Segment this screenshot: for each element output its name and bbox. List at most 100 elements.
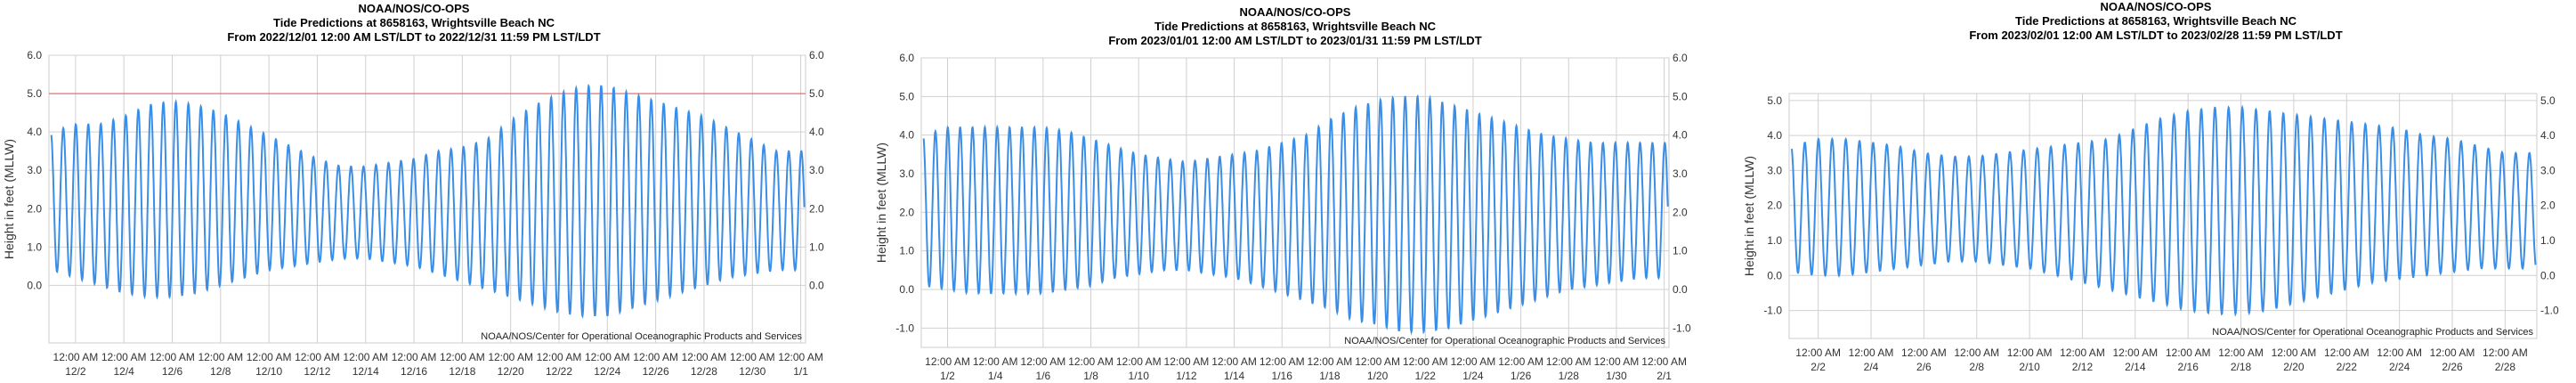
x-tick-label-date: 12/28 [691, 365, 717, 378]
x-tick-label-date: 12/2 [65, 365, 86, 378]
y-tick-label-left: 0.0 [27, 279, 42, 291]
x-tick-label-time: 12:00 AM [392, 351, 437, 363]
chart-title-agency: NOAA/NOS/CO-OPS [358, 2, 470, 15]
x-tick-label-time: 12:00 AM [2377, 346, 2422, 359]
x-tick-label-date: 12/22 [546, 365, 572, 378]
tide-chart-january: 6.0 6.0 5.0 5.0 4.0 4.0 3.0 3.0 2.0 2.0 1.0 1.0 0.0 0… [874, 52, 1691, 382]
x-tick-label-date: 2/26 [2442, 361, 2463, 373]
y-tick-label-left: 3.0 [1767, 164, 1782, 176]
y-tick-label-right: 5.0 [809, 87, 824, 100]
y-tick-label-left: -1.0 [1763, 305, 1782, 317]
x-tick-label-date: 12/20 [498, 365, 524, 378]
y-tick-label-left: 5.0 [27, 87, 42, 100]
y-tick-label-left: 1.0 [1767, 234, 1782, 247]
x-tick-label-date: 2/4 [1864, 361, 1879, 373]
x-tick-label-time: 12:00 AM [730, 351, 775, 363]
x-tick-label-date: 1/4 [988, 370, 1003, 382]
x-tick-label-date: 1/14 [1224, 370, 1245, 382]
x-tick-label-time: 12:00 AM [973, 355, 1018, 368]
tide-prediction-line [1791, 104, 2537, 317]
chart-title-range: From 2023/02/01 12:00 AM LST/LDT to 2023… [1969, 29, 2343, 42]
x-tick-label-time: 12:00 AM [2007, 346, 2053, 359]
x-tick-label-date: 1/8 [1083, 370, 1098, 382]
x-tick-label-date: 12/14 [352, 365, 379, 378]
y-tick-label-right: 1.0 [809, 240, 824, 253]
y-tick-label-left: 5.0 [1767, 94, 1782, 107]
chart-title-station: Tide Predictions at 8658163, Wrightsvill… [273, 16, 555, 29]
x-tick-label-date: 2/24 [2389, 361, 2410, 373]
x-tick-label-time: 12:00 AM [1849, 346, 1894, 359]
x-tick-label-time: 12:00 AM [1308, 355, 1353, 368]
x-tick-label-time: 12:00 AM [537, 351, 582, 363]
x-tick-label-time: 12:00 AM [2112, 346, 2158, 359]
tide-chart-panel-january: NOAA/NOS/CO-OPS Tide Predictions at 8658… [872, 0, 1718, 383]
y-tick-label-left: 4.0 [899, 129, 914, 142]
x-tick-label-time: 12:00 AM [925, 355, 970, 368]
y-tick-label-left: 2.0 [27, 202, 42, 215]
x-tick-label-time: 12:00 AM [1594, 355, 1640, 368]
x-tick-label-date: 2/12 [2072, 361, 2094, 373]
x-tick-label-date: 1/20 [1367, 370, 1389, 382]
y-tick-label-left: 3.0 [27, 164, 42, 176]
x-tick-label-time: 12:00 AM [2272, 346, 2317, 359]
x-tick-label-date: 2/14 [2125, 361, 2146, 373]
chart-title-range: From 2023/01/01 12:00 AM LST/LDT to 2023… [1108, 34, 1482, 47]
chart-title-agency: NOAA/NOS/CO-OPS [1239, 5, 1351, 19]
x-tick-label-time: 12:00 AM [1498, 355, 1543, 368]
chart-title-station: Tide Predictions at 8658163, Wrightsvill… [2015, 14, 2297, 28]
x-tick-label-time: 12:00 AM [150, 351, 195, 363]
y-tick-label-right: 2.0 [809, 202, 824, 215]
x-tick-label-date: 2/10 [2019, 361, 2040, 373]
x-tick-label-time: 12:00 AM [53, 351, 99, 363]
tide-prediction-line [922, 94, 1669, 336]
y-tick-label-left: 2.0 [1767, 200, 1782, 212]
y-tick-label-left: 3.0 [899, 167, 914, 180]
x-tick-label-time: 12:00 AM [1260, 355, 1305, 368]
y-tick-label-right: 6.0 [1673, 52, 1688, 64]
y-tick-label-right: 4.0 [2540, 129, 2556, 142]
chart-title-station: Tide Predictions at 8658163, Wrightsvill… [1154, 20, 1436, 33]
y-tick-label-right: 0.0 [1673, 283, 1688, 296]
x-tick-label-date: 2/22 [2337, 361, 2358, 373]
tide-chart-panel-december: NOAA/NOS/CO-OPS Tide Predictions at 8658… [0, 0, 828, 383]
y-tick-label-left: 4.0 [1767, 129, 1782, 142]
x-tick-label-date: 12/26 [643, 365, 669, 378]
footer-credit: NOAA/NOS/Center for Operational Oceanogr… [481, 331, 802, 342]
x-tick-label-time: 12:00 AM [343, 351, 388, 363]
x-tick-label-time: 12:00 AM [2483, 346, 2528, 359]
y-tick-label-right: 5.0 [2540, 94, 2556, 107]
y-tick-label-left: 0.0 [899, 283, 914, 296]
x-tick-label-date: 1/16 [1272, 370, 1293, 382]
x-tick-label-date: 12/12 [304, 365, 330, 378]
chart-title-agency: NOAA/NOS/CO-OPS [2100, 0, 2212, 13]
x-tick-label-date: 1/6 [1036, 370, 1051, 382]
y-tick-label-left: 5.0 [899, 90, 914, 102]
y-tick-label-left: 4.0 [27, 126, 42, 138]
x-tick-label-date: 2/8 [1969, 361, 1984, 373]
x-tick-label-time: 12:00 AM [1641, 355, 1687, 368]
chart-title-range: From 2022/12/01 12:00 AM LST/LDT to 2022… [227, 30, 601, 44]
x-tick-label-time: 12:00 AM [2218, 346, 2264, 359]
x-tick-label-date: 1/1 [793, 365, 808, 378]
tide-chart-february: 5.0 5.0 4.0 4.0 3.0 3.0 2.0 2.0 1.0 1.0 0.0 0.0 -1.0… [1742, 93, 2559, 373]
x-tick-label-time: 12:00 AM [682, 351, 727, 363]
x-tick-label-date: 2/18 [2231, 361, 2252, 373]
x-tick-label-time: 12:00 AM [633, 351, 678, 363]
x-tick-label-time: 12:00 AM [1451, 355, 1496, 368]
footer-credit: NOAA/NOS/Center for Operational Oceanogr… [2212, 327, 2533, 338]
x-tick-label-date: 2/6 [1916, 361, 1932, 373]
y-tick-label-right: 1.0 [2540, 234, 2556, 247]
x-tick-label-time: 12:00 AM [1795, 346, 1841, 359]
x-tick-label-date: 2/28 [2495, 361, 2516, 373]
y-tick-label-right: 4.0 [1673, 129, 1688, 142]
x-tick-label-time: 12:00 AM [101, 351, 147, 363]
y-tick-label-right: 4.0 [809, 126, 824, 138]
y-tick-label-right: 1.0 [1673, 245, 1688, 257]
y-tick-label-left: 6.0 [899, 52, 914, 64]
x-tick-label-date: 12/6 [162, 365, 183, 378]
x-tick-label-time: 12:00 AM [1211, 355, 1257, 368]
y-tick-label-right: 5.0 [1673, 90, 1688, 102]
y-tick-label-right: 2.0 [2540, 200, 2556, 212]
y-axis-label: Height in feet (MLLW) [874, 143, 888, 263]
x-tick-label-time: 12:00 AM [1546, 355, 1592, 368]
